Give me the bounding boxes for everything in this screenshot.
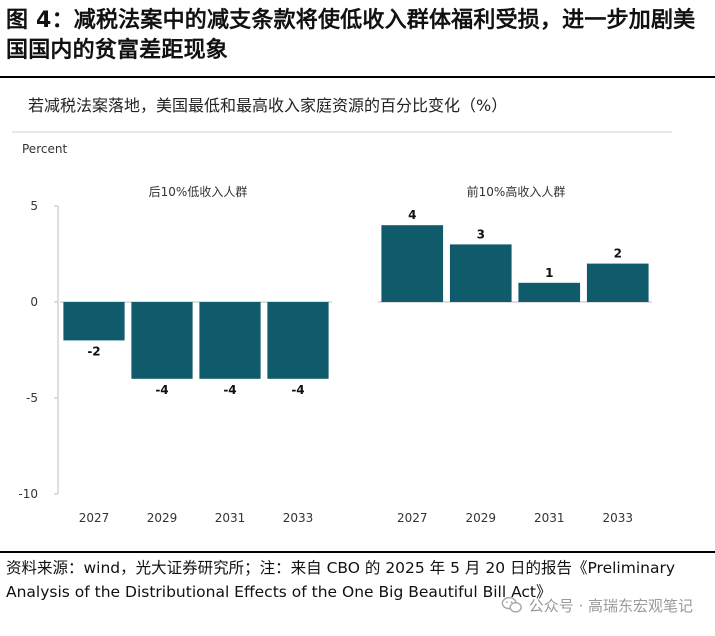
bar (63, 302, 125, 341)
x-tick-label: 2031 (215, 511, 246, 525)
watermark-text: 公众号 · 高瑞东宏观笔记 (528, 596, 693, 615)
data-label: 4 (408, 208, 416, 222)
data-label: -4 (291, 383, 304, 397)
y-tick-label: -10 (18, 487, 38, 501)
x-tick-label: 2033 (602, 511, 633, 525)
bar-chart: Percent 5 0 -5 -10 后10%低收入人群 -2 2027 -4 2029 -4 203… (12, 131, 672, 525)
x-tick-label: 2027 (79, 511, 110, 525)
source-divider (0, 551, 715, 553)
data-label: -4 (155, 383, 168, 397)
panel-title: 后10%低收入人群 (149, 185, 248, 199)
wechat-icon (501, 596, 522, 613)
data-label: -4 (223, 383, 236, 397)
x-tick-label: 2029 (465, 511, 496, 525)
data-label: 2 (614, 247, 622, 261)
figure-title: 图 4：减税法案中的减支条款将使低收入群体福利受损，进一步加剧美国国内的贫富差距… (6, 8, 696, 63)
data-label: -2 (87, 344, 100, 358)
title-divider (0, 76, 715, 78)
y-tick-label: 0 (30, 295, 38, 309)
x-tick-label: 2027 (397, 511, 428, 525)
y-tick-label: -5 (26, 391, 38, 405)
source-note: 资料来源：wind，光大证券研究所；注：来自 CBO 的 2025 年 5 月 … (6, 559, 676, 601)
bar (199, 302, 261, 379)
panel-title: 前10%高收入人群 (467, 184, 566, 199)
x-tick-label: 2033 (283, 511, 314, 525)
bar (518, 282, 581, 302)
data-label: 1 (545, 266, 553, 280)
chart-subtitle: 若减税法案落地，美国最低和最高收入家庭资源的百分比变化（%） (28, 96, 508, 115)
y-tick-label: 5 (30, 199, 38, 213)
bar (449, 244, 512, 302)
data-label: 3 (477, 227, 485, 241)
bar (586, 263, 649, 302)
bar (267, 302, 329, 379)
chart-container: Percent 5 0 -5 -10 后10%低收入人群 -2 2027 -4 2029 -4 203… (12, 126, 712, 540)
x-tick-label: 2031 (534, 511, 565, 525)
x-tick-label: 2029 (147, 511, 178, 525)
bar (381, 225, 444, 302)
y-axis-label: Percent (22, 142, 67, 156)
bar (131, 302, 193, 379)
watermark: 公众号 · 高瑞东宏观笔记 (501, 594, 693, 616)
